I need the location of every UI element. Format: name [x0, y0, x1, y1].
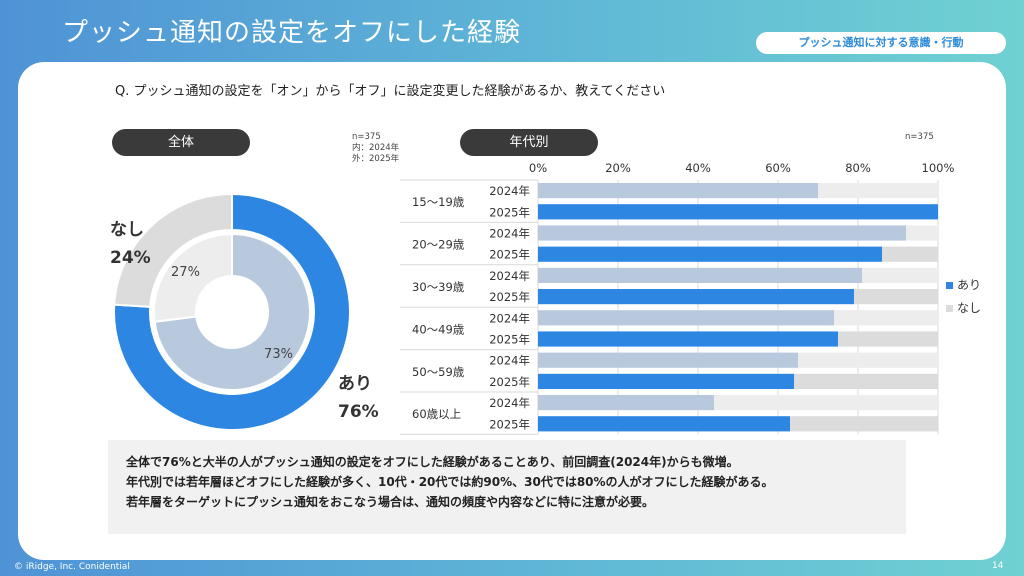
donut-outer-slice-ari [113, 192, 351, 431]
overall-section-pill: 全体 [112, 129, 250, 156]
bar-ari-2025 [538, 246, 882, 262]
bar-ari-2025 [538, 331, 838, 347]
x-tick-label: 20% [605, 161, 631, 175]
year-label: 2024年 [489, 396, 530, 410]
slide-title: プッシュ通知の設定をオフにした経験 [62, 18, 522, 48]
donut-label-ari: あり 76% [338, 370, 379, 426]
age-bar-chart: 0% 20% 40% 60% 80% 100% 15～19歳 2024年 2025年 20～29歳… [400, 161, 981, 435]
donut-label-ari-value: 76% [338, 402, 379, 422]
bar-nashi-2024 [798, 352, 938, 368]
bar-nashi-2025 [794, 373, 938, 389]
summary-box: 全体で76%と大半の人がプッシュ通知の設定をオフにした経験があることあり、前回調… [108, 440, 906, 534]
category-label: 30～39歳 [412, 280, 465, 294]
bar-ari-2025 [538, 204, 938, 220]
year-label: 2025年 [489, 375, 530, 389]
bar-ari-2024 [538, 267, 862, 283]
overall-sample-note: n=375 内：2024年 外：2025年 [352, 132, 400, 164]
age-sample-note: n=375 [905, 132, 934, 142]
x-tick-label: 0% [529, 161, 547, 175]
year-label: 2024年 [489, 227, 530, 241]
bar-nashi-2025 [854, 289, 938, 305]
bar-ari-2025 [538, 289, 854, 305]
legend-label-ari: あり [957, 278, 981, 292]
topic-tag: プッシュ通知に対する意識・行動 [756, 32, 1006, 54]
age-section-pill: 年代別 [460, 129, 598, 156]
year-label: 2025年 [489, 248, 530, 262]
bar-nashi-2024 [834, 310, 938, 326]
x-tick-label: 60% [765, 161, 791, 175]
bar-nashi-2024 [818, 183, 938, 199]
donut-label-nashi: なし 24% [110, 216, 151, 272]
bar-ari-2024 [538, 395, 714, 411]
year-label: 2025年 [489, 290, 530, 304]
bar-ari-2024 [538, 225, 906, 241]
bar-ari-2024 [538, 352, 798, 368]
page-number: 14 [992, 561, 1004, 571]
donut-label-ari-name: あり [338, 374, 372, 394]
donut-chart: 73% 27% [113, 192, 351, 431]
donut-inner-slice-nashi [153, 232, 233, 323]
donut-label-nashi-name: なし [110, 220, 144, 240]
x-tick-label: 80% [845, 161, 871, 175]
year-label: 2024年 [489, 354, 530, 368]
summary-line-1: 全体で76%と大半の人がプッシュ通知の設定をオフにした経験があることあり、前回調… [126, 455, 739, 469]
copyright: © iRidge, Inc. Conidential [14, 562, 130, 572]
bar-nashi-2025 [838, 331, 938, 347]
year-label: 2024年 [489, 269, 530, 283]
bar-nashi-2024 [906, 225, 938, 241]
donut-label-nashi-value: 24% [110, 248, 151, 268]
legend-swatch-nashi [946, 305, 953, 312]
bar-nashi-2024 [862, 267, 938, 283]
year-label: 2024年 [489, 184, 530, 198]
summary-line-2: 年代別では若年層ほどオフにした経験が多く、10代・20代では約90%、30代では… [126, 475, 774, 489]
category-label: 40～49歳 [412, 322, 465, 336]
bar-nashi-2025 [790, 416, 938, 432]
bar-ari-2024 [538, 310, 834, 326]
x-tick-label: 100% [922, 161, 955, 175]
donut-inner-label-nashi: 27% [171, 265, 200, 280]
bar-ari-2024 [538, 183, 818, 199]
year-label: 2025年 [489, 205, 530, 219]
summary-line-3: 若年層をターゲットにプッシュ通知をおこなう場合は、通知の頻度や内容などに特に注意… [126, 495, 655, 509]
category-label: 60歳以上 [412, 407, 461, 421]
legend-swatch-ari [946, 282, 953, 289]
survey-question: Q. プッシュ通知の設定を「オン」から「オフ」に設定変更した経験があるか、教えて… [115, 84, 666, 99]
x-tick-label: 40% [685, 161, 711, 175]
bar-nashi-2024 [714, 395, 938, 411]
year-label: 2025年 [489, 333, 530, 347]
legend-label-nashi: なし [957, 301, 981, 315]
bar-ari-2025 [538, 416, 790, 432]
bar-nashi-2025 [882, 246, 938, 262]
year-label: 2024年 [489, 311, 530, 325]
category-label: 15～19歳 [412, 195, 465, 209]
category-label: 20～29歳 [412, 238, 465, 252]
donut-outer-slice-nashi [113, 192, 233, 308]
donut-inner-label-ari: 73% [264, 347, 293, 362]
bar-ari-2025 [538, 373, 794, 389]
donut-inner-slice-ari [153, 232, 311, 391]
category-label: 50～59歳 [412, 365, 465, 379]
year-label: 2025年 [489, 417, 530, 431]
